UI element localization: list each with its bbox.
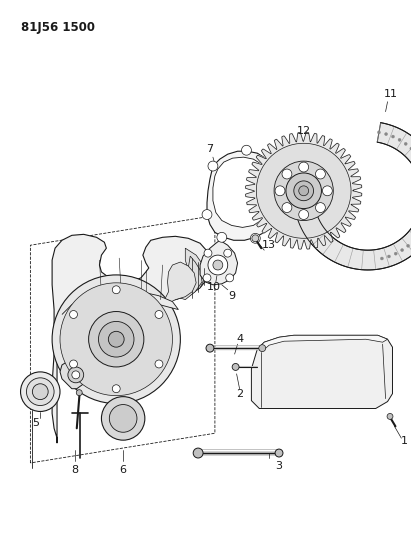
Circle shape xyxy=(273,199,283,208)
Circle shape xyxy=(68,367,83,383)
Circle shape xyxy=(32,384,48,400)
Circle shape xyxy=(281,169,291,179)
Circle shape xyxy=(154,360,162,368)
Circle shape xyxy=(216,232,226,243)
Circle shape xyxy=(109,405,137,432)
Circle shape xyxy=(108,332,124,347)
Circle shape xyxy=(69,360,77,368)
Text: 6: 6 xyxy=(119,465,126,475)
Circle shape xyxy=(271,171,281,181)
Circle shape xyxy=(72,371,80,379)
Circle shape xyxy=(411,239,413,243)
Circle shape xyxy=(400,248,403,252)
Circle shape xyxy=(207,255,227,275)
Polygon shape xyxy=(251,335,392,408)
Text: 12: 12 xyxy=(296,126,310,136)
Circle shape xyxy=(386,414,392,419)
Circle shape xyxy=(69,311,77,318)
Circle shape xyxy=(285,173,320,208)
Circle shape xyxy=(256,143,350,238)
Polygon shape xyxy=(165,262,196,304)
Circle shape xyxy=(223,249,231,257)
Circle shape xyxy=(76,390,82,395)
Circle shape xyxy=(21,372,60,411)
Polygon shape xyxy=(176,256,202,300)
Polygon shape xyxy=(206,151,278,240)
Circle shape xyxy=(98,321,134,357)
Text: 11: 11 xyxy=(382,89,396,99)
Text: 8: 8 xyxy=(71,465,78,475)
Circle shape xyxy=(52,275,180,403)
Circle shape xyxy=(380,257,382,260)
Circle shape xyxy=(315,169,325,179)
Text: 81J56 1500: 81J56 1500 xyxy=(21,21,94,34)
Circle shape xyxy=(232,364,238,370)
Polygon shape xyxy=(60,359,91,389)
Circle shape xyxy=(403,142,406,146)
Polygon shape xyxy=(293,123,413,270)
Circle shape xyxy=(298,209,308,220)
Polygon shape xyxy=(168,248,204,300)
Circle shape xyxy=(377,131,380,134)
Circle shape xyxy=(298,162,308,172)
Circle shape xyxy=(393,252,396,255)
Text: 7: 7 xyxy=(206,144,213,154)
Text: 13: 13 xyxy=(261,240,275,250)
Circle shape xyxy=(322,186,332,196)
Circle shape xyxy=(112,385,120,393)
Circle shape xyxy=(251,235,258,242)
Circle shape xyxy=(258,345,265,352)
Text: 9: 9 xyxy=(228,290,235,301)
Circle shape xyxy=(88,311,143,367)
Text: 5: 5 xyxy=(32,418,39,429)
Circle shape xyxy=(406,244,408,247)
Circle shape xyxy=(315,203,325,213)
Circle shape xyxy=(274,449,282,457)
Circle shape xyxy=(397,139,400,141)
Circle shape xyxy=(60,283,172,395)
Circle shape xyxy=(273,161,332,221)
Polygon shape xyxy=(212,157,271,228)
Polygon shape xyxy=(245,133,361,249)
Circle shape xyxy=(281,203,291,213)
Polygon shape xyxy=(52,235,209,443)
Circle shape xyxy=(26,378,54,406)
Circle shape xyxy=(202,209,211,220)
Circle shape xyxy=(409,147,412,150)
Circle shape xyxy=(250,233,260,243)
Polygon shape xyxy=(62,290,178,314)
Text: 1: 1 xyxy=(400,436,407,446)
Circle shape xyxy=(384,133,387,135)
Text: 3: 3 xyxy=(275,461,282,471)
Circle shape xyxy=(193,448,202,458)
Circle shape xyxy=(202,274,211,282)
Circle shape xyxy=(274,186,284,196)
Circle shape xyxy=(206,344,214,352)
Circle shape xyxy=(154,311,162,318)
Circle shape xyxy=(387,255,389,258)
Circle shape xyxy=(225,274,233,282)
Circle shape xyxy=(298,186,308,196)
Text: 10: 10 xyxy=(206,282,221,292)
Circle shape xyxy=(207,161,217,171)
Circle shape xyxy=(293,181,313,201)
Circle shape xyxy=(101,397,145,440)
Polygon shape xyxy=(257,335,387,351)
Circle shape xyxy=(112,286,120,294)
Circle shape xyxy=(204,249,211,257)
Polygon shape xyxy=(199,240,237,285)
Circle shape xyxy=(391,135,394,138)
Text: 2: 2 xyxy=(235,389,242,399)
Circle shape xyxy=(241,146,251,155)
Text: 4: 4 xyxy=(235,334,242,344)
Circle shape xyxy=(212,260,222,270)
